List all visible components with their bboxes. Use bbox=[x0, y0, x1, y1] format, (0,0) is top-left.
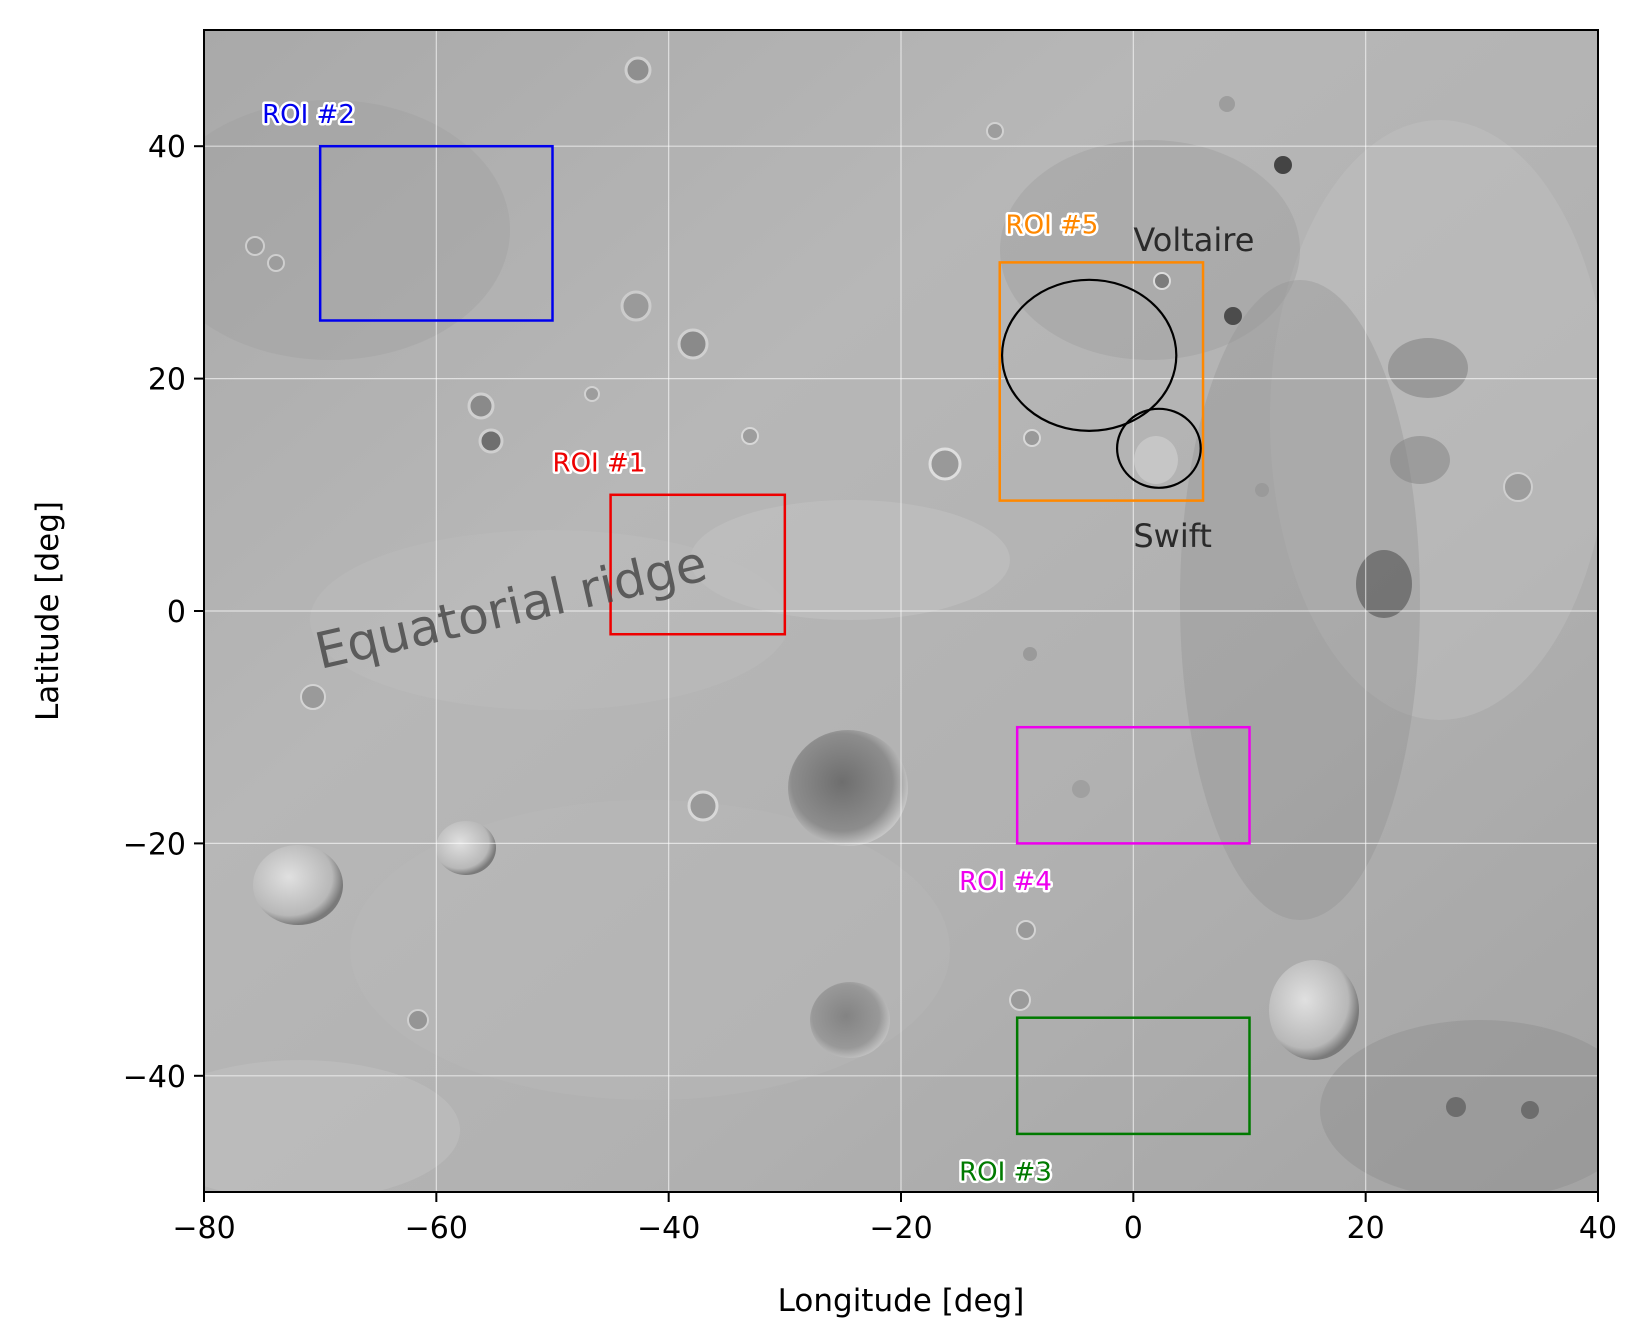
crater-outlines: Voltaire Swift bbox=[1000, 221, 1254, 555]
roi-box-3 bbox=[1015, 1016, 1251, 1136]
roi-box-2 bbox=[318, 144, 554, 322]
y-tick-label: 40 bbox=[148, 130, 186, 165]
roi-label-2: ROI #2 bbox=[262, 100, 355, 130]
x-tick-label: 40 bbox=[1579, 1211, 1617, 1246]
roi-label-4: ROI #4 bbox=[959, 867, 1052, 897]
voltaire-crater-label: Voltaire bbox=[1133, 221, 1254, 259]
x-tick-label: −60 bbox=[405, 1211, 468, 1246]
swift-crater-label: Swift bbox=[1133, 517, 1212, 555]
y-tick-label: −40 bbox=[123, 1060, 186, 1095]
y-tick-label: 0 bbox=[167, 595, 186, 630]
y-axis: −40 −20 0 20 40 bbox=[123, 130, 204, 1095]
roi-label-1: ROI #1 bbox=[553, 449, 646, 479]
y-tick-label: 20 bbox=[148, 363, 186, 398]
x-tick-label: 0 bbox=[1124, 1211, 1143, 1246]
x-tick-label: −20 bbox=[869, 1211, 932, 1246]
x-tick-label: 20 bbox=[1347, 1211, 1385, 1246]
y-tick-label: −20 bbox=[123, 827, 186, 862]
roi-box-1 bbox=[609, 493, 787, 636]
x-tick-label: −40 bbox=[637, 1211, 700, 1246]
regions-of-interest: ROI #1 ROI #2 ROI #3 ROI #4 ROI #5 bbox=[260, 97, 1251, 1190]
roi-label-5: ROI #5 bbox=[1006, 210, 1099, 240]
roi-box-5 bbox=[998, 261, 1205, 502]
y-axis-title: Latitude [deg] bbox=[30, 501, 66, 721]
x-axis-title: Longitude [deg] bbox=[778, 1283, 1025, 1319]
x-axis: −80 −60 −40 −20 0 20 40 bbox=[172, 1192, 1617, 1246]
swift-crater-outline bbox=[1115, 407, 1202, 489]
roi-box-4 bbox=[1015, 725, 1251, 845]
x-tick-label: −80 bbox=[172, 1211, 235, 1246]
roi-label-3: ROI #3 bbox=[959, 1157, 1052, 1187]
voltaire-crater-outline bbox=[1000, 278, 1178, 432]
